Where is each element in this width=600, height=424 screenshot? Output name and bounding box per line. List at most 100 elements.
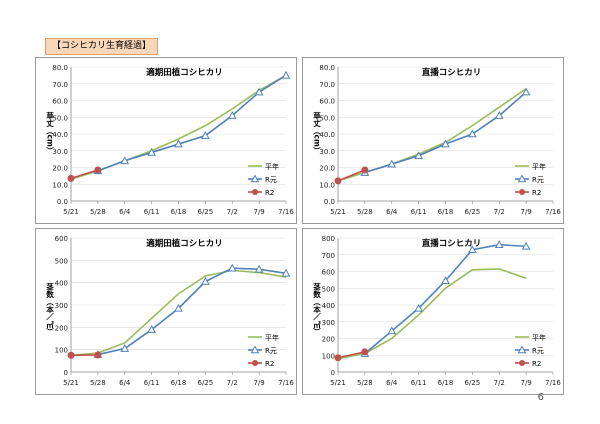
chart-svg: 0.0 10.0 20.0 30.0 40.0 50.0 60.0 70.0 80.0 5/21 5…: [45, 64, 294, 216]
data-point: [414, 151, 423, 160]
x-tick-label: 7/16: [545, 208, 561, 216]
chart-title: 適期田植コシヒカリ: [146, 67, 223, 78]
x-tick-label: 6/11: [411, 208, 427, 216]
series-line-0: [70, 74, 287, 180]
y-tick-label: 50.0: [52, 114, 68, 122]
chart-svg: 0 100 200 300 400 500 600 700 800 5/21 5/28 6/4 6/11…: [312, 235, 561, 387]
legend-label: R元: [265, 176, 277, 184]
y-axis-label: 草丈（cm）: [45, 111, 54, 155]
x-tick-label: 7/16: [278, 208, 294, 216]
series-line-1: [97, 267, 287, 356]
x-tick-label: 6/18: [438, 379, 454, 387]
x-tick-label: 5/28: [90, 208, 106, 216]
x-tick-label: 7/9: [520, 379, 531, 387]
x-tick-label: 6/11: [144, 208, 160, 216]
x-tick-label: 6/18: [438, 208, 454, 216]
legend-marker: [252, 360, 258, 366]
data-point: [468, 129, 477, 138]
data-point: [201, 277, 210, 285]
page-number: 6: [537, 392, 544, 403]
y-tick-label: 500: [55, 257, 68, 265]
data-point: [147, 147, 156, 156]
data-point: [147, 325, 156, 333]
chart-panel-stem-count-direct: 0 100 200 300 400 500 600 700 800 5/21 5/28 6/4 6/11…: [302, 228, 564, 395]
y-tick-label: 70.0: [319, 81, 335, 89]
y-axis-label: 茎数（本／㎡）: [45, 282, 54, 336]
data-point: [281, 268, 291, 277]
y-tick-label: 40.0: [52, 131, 68, 139]
data-point: [521, 241, 531, 250]
x-tick-label: 7/2: [494, 208, 505, 216]
x-tick-label: 5/21: [330, 208, 346, 216]
y-tick-label: 60.0: [52, 98, 68, 106]
chart-panel-plant-height-transplant: 0.0 10.0 20.0 30.0 40.0 50.0 60.0 70.0 80.0 5/21 5…: [35, 57, 297, 224]
legend-label: R2: [265, 360, 274, 368]
x-tick-label: 7/9: [520, 208, 531, 216]
legend-marker: [252, 189, 258, 195]
x-tick-label: 5/28: [90, 379, 106, 387]
x-tick-label: 6/25: [198, 208, 214, 216]
legend-label: R2: [532, 360, 541, 368]
x-tick-label: 5/21: [63, 379, 79, 387]
legend-label: 平年: [265, 333, 279, 342]
x-tick-label: 7/9: [253, 379, 264, 387]
legend-label: R元: [532, 176, 544, 184]
data-point: [334, 177, 342, 185]
legend-marker: [250, 345, 260, 354]
x-tick-label: 6/4: [119, 208, 131, 216]
legend-marker: [519, 360, 525, 366]
series-line-1: [364, 91, 527, 174]
data-point: [387, 159, 397, 168]
legend-label: R元: [265, 347, 277, 355]
x-tick-label: 6/4: [386, 208, 398, 216]
y-tick-label: 600: [322, 269, 335, 277]
series-line-1: [97, 74, 287, 172]
x-tick-label: 5/21: [63, 208, 79, 216]
chart-panel-plant-height-direct: 0.0 10.0 20.0 30.0 40.0 50.0 60.0 70.0 80.0 5/21 5…: [302, 57, 564, 224]
y-tick-label: 80.0: [319, 64, 335, 72]
data-point: [227, 263, 237, 272]
y-axis-label: 草丈（cm）: [312, 111, 321, 155]
y-tick-label: 10.0: [52, 181, 68, 189]
data-point: [334, 354, 342, 362]
y-tick-label: 500: [322, 285, 335, 293]
chart-svg: 0 100 200 300 400 500 600 5/21 5/28 6/4 6/11 6/18 6/…: [45, 235, 294, 387]
y-tick-label: 0: [64, 369, 68, 377]
y-tick-label: 0.0: [324, 198, 335, 206]
y-tick-label: 30.0: [319, 148, 335, 156]
chart-title: 直播コシヒカリ: [422, 67, 482, 78]
y-tick-label: 20.0: [319, 165, 335, 173]
section-header-label: 【コシヒカリ生育経過】: [45, 38, 159, 55]
data-point: [414, 303, 423, 312]
y-tick-label: 50.0: [319, 114, 335, 122]
legend-marker: [517, 345, 527, 354]
y-tick-label: 200: [55, 324, 68, 332]
data-point: [254, 264, 264, 273]
data-point: [227, 111, 237, 119]
y-axis-label: 茎数（本／㎡）: [312, 282, 321, 336]
legend-marker: [519, 189, 525, 195]
x-tick-label: 6/4: [119, 379, 131, 387]
chart-title: 直播コシヒカリ: [422, 238, 482, 249]
x-tick-label: 7/2: [227, 379, 238, 387]
x-tick-label: 7/2: [494, 379, 505, 387]
data-point: [254, 87, 264, 96]
data-point: [120, 344, 130, 352]
y-tick-label: 300: [322, 319, 335, 327]
data-point: [67, 174, 75, 182]
y-tick-label: 100: [55, 347, 68, 355]
x-tick-label: 6/18: [171, 208, 187, 216]
y-tick-label: 60.0: [319, 98, 335, 106]
data-point: [281, 70, 291, 79]
y-tick-label: 10.0: [319, 181, 335, 189]
chart-title: 適期田植コシヒカリ: [146, 238, 223, 249]
x-tick-label: 5/21: [330, 379, 346, 387]
data-point: [361, 348, 369, 356]
series-line-0: [337, 268, 527, 360]
data-point: [441, 139, 450, 148]
x-tick-label: 6/25: [465, 208, 481, 216]
chart-panel-stem-count-transplant: 0 100 200 300 400 500 600 5/21 5/28 6/4 6/11 6/18 6/…: [35, 228, 297, 395]
data-point: [67, 351, 75, 359]
series-line-2: [337, 351, 366, 359]
y-tick-label: 700: [322, 252, 335, 260]
